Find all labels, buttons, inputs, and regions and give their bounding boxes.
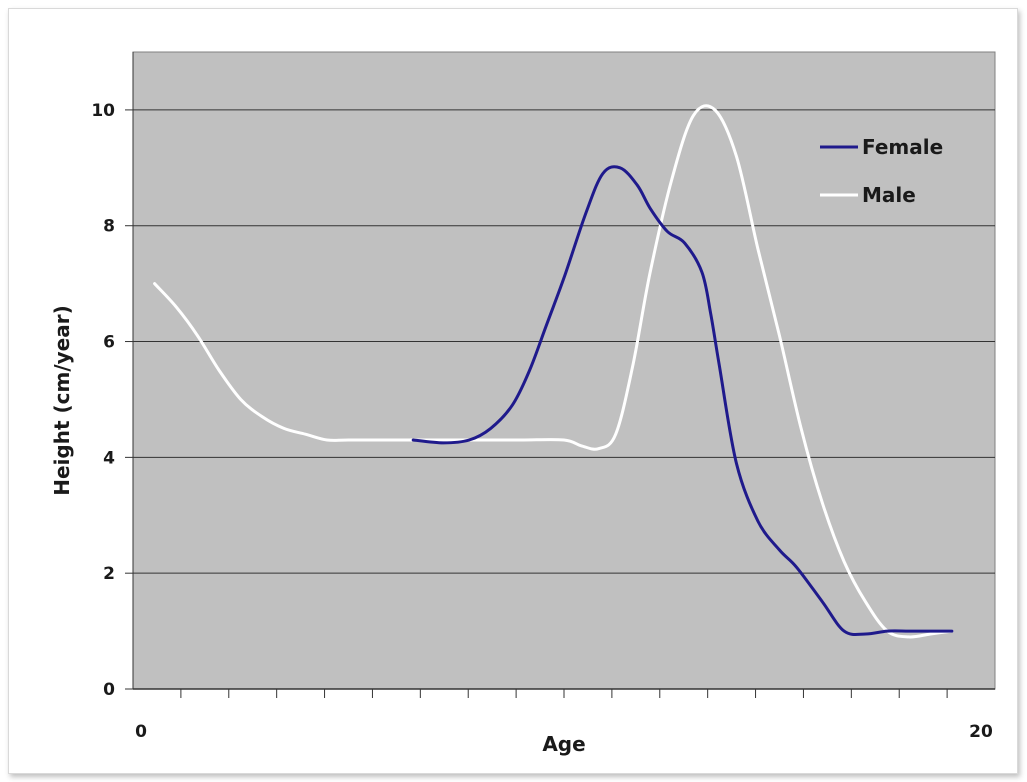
series-line-female xyxy=(411,165,954,637)
plot-area xyxy=(132,51,996,690)
legend-label-male: Male xyxy=(862,183,916,207)
gridlines xyxy=(133,109,995,574)
y-tick-label: 2 xyxy=(103,564,115,584)
series-layer xyxy=(153,104,954,639)
y-tick-label: 4 xyxy=(103,448,115,468)
legend: Female Male xyxy=(820,135,943,207)
y-axis: 0 2 4 6 8 10 xyxy=(91,52,134,700)
y-tick-label: 0 xyxy=(103,680,115,700)
series-line-male xyxy=(153,104,954,639)
x-tick-label: 0 xyxy=(135,722,147,742)
x-axis-title: Age xyxy=(542,732,585,756)
y-tick-label: 8 xyxy=(103,217,115,237)
x-tick-label: 20 xyxy=(969,722,993,742)
legend-label-female: Female xyxy=(862,135,943,159)
y-axis-title: Height (cm/year) xyxy=(50,305,74,495)
y-tick-label: 6 xyxy=(103,333,115,353)
y-tick-label: 10 xyxy=(91,101,115,121)
x-axis: 0 20 xyxy=(133,688,995,742)
